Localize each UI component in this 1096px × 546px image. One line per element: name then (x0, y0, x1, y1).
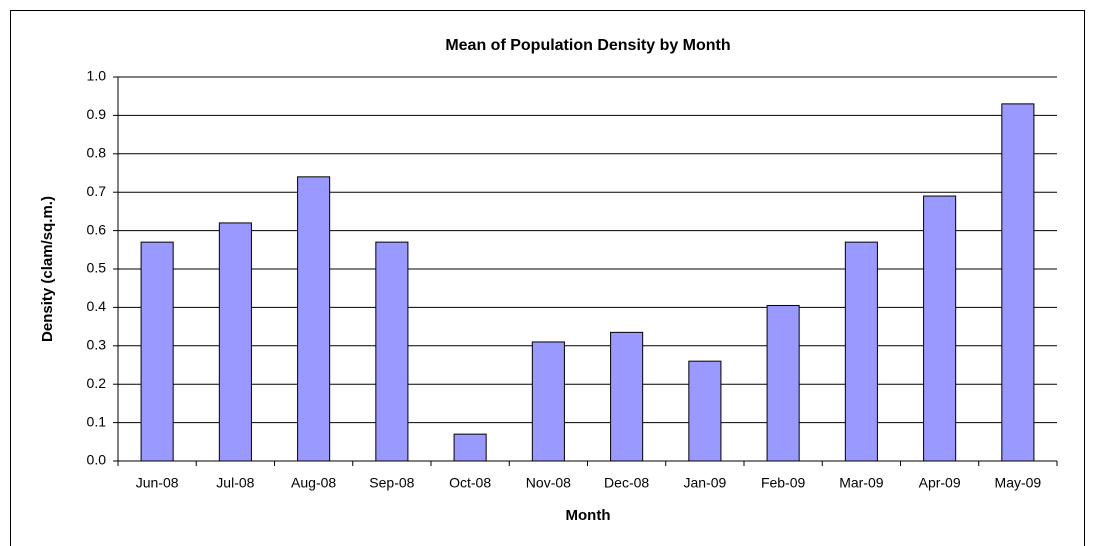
x-tick-label: Sep-08 (369, 475, 414, 491)
y-tick-label: 0.8 (87, 145, 107, 161)
bar (924, 196, 956, 461)
y-tick-label: 0.3 (87, 337, 107, 353)
x-tick-label: Dec-08 (604, 475, 649, 491)
bar (767, 305, 799, 461)
bar (454, 434, 486, 461)
y-tick-label: 0.4 (87, 298, 107, 314)
x-axis-title: Month (566, 507, 611, 524)
x-tick-label: Aug-08 (291, 475, 336, 491)
bar (298, 177, 330, 461)
y-tick-label: 0.9 (87, 106, 107, 122)
bar (689, 361, 721, 461)
bar (376, 242, 408, 461)
x-tick-label: May-09 (995, 475, 1042, 491)
x-tick-label: Mar-09 (839, 475, 884, 491)
bar (219, 223, 251, 461)
x-tick-label: Nov-08 (526, 475, 571, 491)
x-tick-label: Apr-09 (919, 475, 961, 491)
y-tick-label: 0.7 (87, 183, 107, 199)
bar (611, 332, 643, 461)
x-tick-label: Feb-09 (761, 475, 806, 491)
bar (1002, 104, 1034, 461)
y-tick-label: 0.0 (87, 452, 107, 468)
x-tick-label: Jul-08 (216, 475, 254, 491)
x-tick-label: Jun-08 (136, 475, 179, 491)
y-tick-label: 0.1 (87, 413, 107, 429)
chart-title: Mean of Population Density by Month (445, 37, 730, 54)
y-tick-label: 1.0 (87, 68, 107, 84)
y-tick-label: 0.2 (87, 375, 107, 391)
x-tick-label: Oct-08 (449, 475, 491, 491)
y-axis-title: Density (clam/sq.m.) (39, 196, 56, 342)
bar (141, 242, 173, 461)
y-tick-label: 0.5 (87, 260, 107, 276)
bar (532, 342, 564, 461)
y-tick-label: 0.6 (87, 221, 107, 237)
chart: Mean of Population Density by Month Mont… (0, 0, 1096, 546)
x-tick-label: Jan-09 (683, 475, 726, 491)
bar (845, 242, 877, 461)
